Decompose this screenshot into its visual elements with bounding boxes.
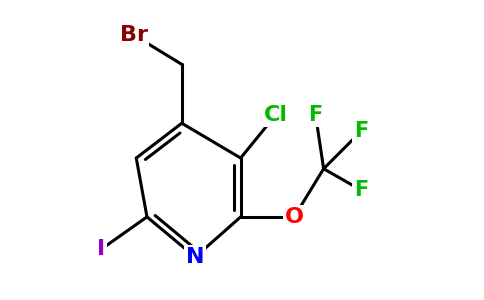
Text: I: I [97, 239, 106, 259]
Text: N: N [186, 247, 204, 267]
Text: F: F [354, 121, 368, 141]
Text: F: F [354, 180, 368, 200]
Text: F: F [308, 105, 323, 125]
Text: Br: Br [120, 25, 148, 45]
Text: Cl: Cl [263, 105, 287, 125]
Text: O: O [285, 207, 303, 227]
